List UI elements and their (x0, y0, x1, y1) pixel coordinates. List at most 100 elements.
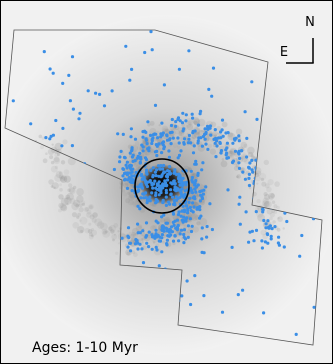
cluster-dot (245, 155, 249, 159)
cluster-dot (184, 119, 188, 123)
arm-texture (88, 232, 93, 237)
cluster-dot (171, 195, 175, 199)
cluster-dot (157, 142, 161, 146)
cluster-dot (247, 183, 252, 188)
cluster-dot (126, 234, 130, 238)
cluster-dot (151, 136, 155, 140)
arm-texture (129, 234, 135, 239)
arm-texture (262, 197, 270, 205)
cluster-dot (190, 224, 194, 228)
cluster-dot (294, 332, 298, 336)
cluster-dot (188, 196, 192, 200)
arm-texture (80, 200, 86, 206)
cluster-dot (191, 116, 195, 120)
arm-texture (226, 150, 234, 158)
arm-texture (59, 183, 62, 187)
arm-texture (149, 148, 154, 154)
arm-texture (91, 234, 94, 238)
arm-texture (138, 197, 146, 206)
cluster-dot (136, 204, 140, 208)
cluster-dot (94, 91, 98, 95)
cluster-dot (196, 171, 200, 175)
cluster-dot (130, 67, 134, 71)
cluster-dot (164, 191, 168, 195)
cluster-dot (155, 153, 159, 158)
cluster-dot (148, 199, 152, 203)
arm-texture (77, 226, 85, 234)
arm-texture (130, 200, 135, 206)
cluster-dot (128, 163, 132, 167)
arm-texture (270, 193, 275, 198)
arm-texture (76, 195, 84, 203)
cluster-dot (143, 50, 147, 55)
cluster-dot (168, 131, 173, 135)
arm-texture (261, 181, 267, 187)
arm-texture (254, 173, 260, 178)
arm-texture (112, 238, 115, 242)
arm-texture (103, 230, 107, 235)
cluster-dot (221, 134, 225, 138)
arm-texture (199, 184, 204, 189)
arm-texture (277, 217, 280, 220)
cluster-dot (189, 302, 193, 307)
arm-texture (65, 194, 71, 200)
cluster-dot (145, 184, 149, 189)
arm-texture (111, 234, 118, 240)
arm-texture (124, 180, 129, 186)
arm-texture (185, 118, 193, 125)
cluster-dot (138, 155, 143, 159)
arm-texture (42, 158, 48, 164)
cluster-dot (174, 195, 178, 199)
cluster-dot (190, 191, 194, 195)
arm-texture (60, 204, 68, 212)
arm-texture (68, 183, 73, 188)
arm-texture (86, 212, 92, 218)
cluster-dot (226, 131, 230, 135)
cluster-dot (183, 137, 187, 141)
cluster-dot (162, 83, 166, 87)
cluster-dot (179, 214, 183, 218)
cluster-dot (71, 107, 75, 111)
cluster-dot (233, 149, 238, 153)
cluster-dot (129, 249, 133, 253)
cluster-dot (157, 193, 161, 197)
cluster-dot (147, 230, 151, 234)
arm-texture (126, 239, 130, 243)
arm-texture (277, 216, 283, 222)
arm-texture (59, 176, 66, 182)
arm-texture (162, 240, 165, 244)
arm-texture (127, 199, 134, 206)
cluster-dot (182, 232, 186, 237)
cluster-dot (171, 239, 176, 243)
cluster-dot (144, 168, 149, 172)
cluster-dot (186, 235, 190, 239)
cluster-dot (167, 234, 171, 238)
cluster-dot (155, 168, 159, 172)
arm-texture (58, 194, 64, 200)
cluster-dot (141, 229, 145, 233)
arm-texture (244, 158, 250, 165)
cluster-dot (164, 181, 168, 185)
cluster-dot (264, 222, 268, 226)
cluster-dot (173, 234, 177, 238)
arm-texture (97, 221, 105, 229)
cluster-dot (194, 185, 198, 189)
cluster-dot (182, 215, 186, 219)
arm-texture (256, 199, 261, 204)
arm-texture (187, 166, 192, 171)
cluster-dot (219, 136, 223, 140)
cluster-dot (136, 222, 140, 226)
cluster-dot (70, 55, 75, 59)
arm-texture (196, 221, 201, 226)
arm-texture (191, 134, 197, 140)
cluster-dot (144, 235, 148, 239)
cluster-dot (164, 203, 168, 207)
arm-texture (178, 132, 183, 137)
cluster-dot (155, 235, 159, 239)
arm-texture (181, 213, 185, 216)
arm-texture (63, 175, 71, 183)
cluster-dot (162, 163, 166, 168)
arm-texture (75, 203, 79, 208)
cluster-dot (168, 165, 172, 169)
arm-texture (158, 124, 161, 127)
